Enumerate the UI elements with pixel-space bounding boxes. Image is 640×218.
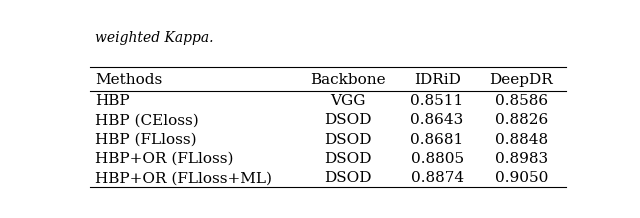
Text: HBP+OR (FLloss): HBP+OR (FLloss) — [95, 152, 234, 166]
Text: DSOD: DSOD — [324, 152, 372, 166]
Text: 0.8586: 0.8586 — [495, 94, 548, 108]
Text: 0.8983: 0.8983 — [495, 152, 548, 166]
Text: DSOD: DSOD — [324, 133, 372, 147]
Text: 0.9050: 0.9050 — [495, 171, 548, 185]
Text: DSOD: DSOD — [324, 171, 372, 185]
Text: DeepDR: DeepDR — [490, 73, 554, 87]
Text: IDRiD: IDRiD — [413, 73, 461, 87]
Text: 0.8874: 0.8874 — [410, 171, 464, 185]
Text: Backbone: Backbone — [310, 73, 386, 87]
Text: 0.8511: 0.8511 — [410, 94, 464, 108]
Text: HBP: HBP — [95, 94, 129, 108]
Text: HBP (CEloss): HBP (CEloss) — [95, 113, 198, 127]
Text: Methods: Methods — [95, 73, 162, 87]
Text: 0.8848: 0.8848 — [495, 133, 548, 147]
Text: DSOD: DSOD — [324, 113, 372, 127]
Text: HBP+OR (FLloss+ML): HBP+OR (FLloss+ML) — [95, 171, 272, 185]
Text: 0.8681: 0.8681 — [410, 133, 464, 147]
Text: weighted Kappa.: weighted Kappa. — [95, 31, 213, 45]
Text: 0.8643: 0.8643 — [410, 113, 464, 127]
Text: 0.8805: 0.8805 — [410, 152, 464, 166]
Text: VGG: VGG — [330, 94, 365, 108]
Text: 0.8826: 0.8826 — [495, 113, 548, 127]
Text: HBP (FLloss): HBP (FLloss) — [95, 133, 196, 147]
